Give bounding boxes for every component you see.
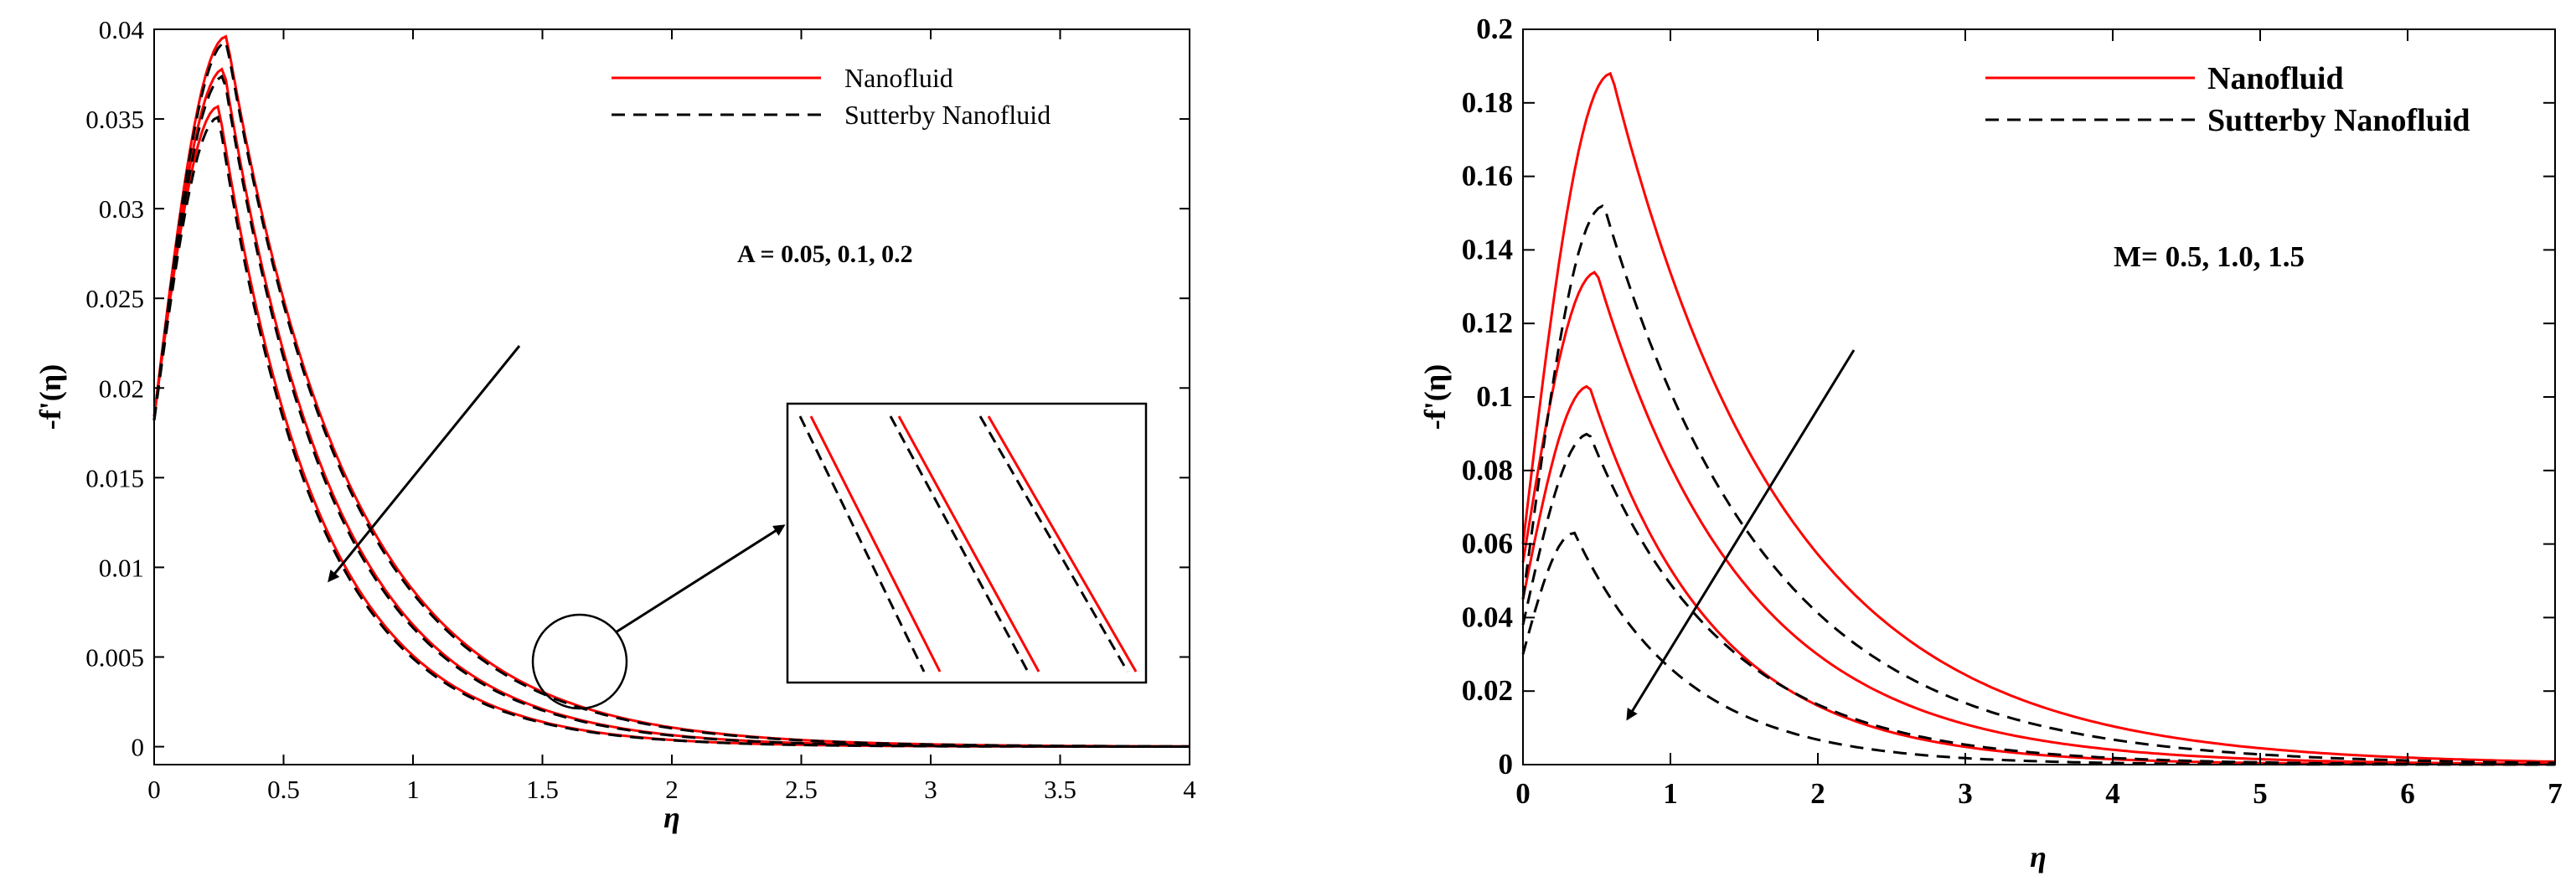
right-legend: Nanofluid Sutterby Nanofluid — [1985, 61, 2470, 138]
right-x-tick-label: 2 — [1810, 777, 1825, 810]
right-parameter-annotation: M= 0.5, 1.0, 1.5 — [2114, 240, 2305, 273]
left-y-tick-label: 0.015 — [85, 463, 144, 492]
left-x-tick-label: 0.5 — [267, 775, 300, 804]
right-x-tick-label: 3 — [1958, 777, 1973, 810]
inset-line-solid-3 — [987, 415, 1138, 672]
right-y-tick-label: 0.02 — [1462, 674, 1513, 707]
right-y-axis-label: -f'(η) — [1418, 364, 1452, 430]
left-y-tick-label: 0.005 — [85, 643, 144, 672]
left-y-tick-label: 0.02 — [99, 374, 144, 403]
left-x-tick-label: 4 — [1183, 775, 1196, 804]
right-series-nanofluid-2 — [1521, 271, 2555, 765]
right-x-tick-label: 1 — [1663, 777, 1678, 810]
left-x-tick-label: 2 — [665, 775, 679, 804]
left-x-tick-label: 3.5 — [1044, 775, 1076, 804]
left-series-sutterby-3 — [152, 115, 1190, 748]
left-plot-frame — [153, 28, 1190, 765]
right-y-tick-label: 0.12 — [1462, 307, 1513, 339]
right-legend-label-sutterby: Sutterby Nanofluid — [2207, 103, 2470, 138]
right-legend-label-nanofluid: Nanofluid — [2207, 61, 2344, 96]
right-x-tick-label: 7 — [2548, 777, 2563, 810]
left-x-tick-label: 3 — [924, 775, 937, 804]
right-y-tick-label: 0.04 — [1462, 600, 1513, 633]
left-legend-label-nanofluid: Nanofluid — [844, 63, 953, 93]
left-parameter-annotation: A = 0.05, 0.1, 0.2 — [737, 240, 913, 268]
right-x-tick-label: 6 — [2400, 777, 2415, 810]
left-x-tick-label: 0 — [147, 775, 161, 804]
right-x-tick-label: 4 — [2105, 777, 2120, 810]
left-legend-label-sutterby: Sutterby Nanofluid — [844, 100, 1051, 130]
left-y-tick-label: 0.025 — [85, 284, 144, 313]
inset-line-dashed-2 — [889, 415, 1030, 672]
right-series-sutterby-2 — [1521, 432, 2555, 766]
left-chart: 0 0.5 1 1.5 2 2.5 3 3.5 4 0 0.005 0.01 0.015 0.02 0.0… — [34, 15, 1196, 834]
left-series-sutterby-2 — [152, 74, 1190, 748]
right-series-sutterby-3 — [1521, 531, 2555, 766]
right-y-tick-label: 0.2 — [1476, 13, 1513, 45]
left-y-ticks: 0 0.005 0.01 0.015 0.02 0.025 0.03 0.035 0.04 — [85, 15, 1190, 762]
left-x-tick-label: 2.5 — [785, 775, 818, 804]
left-zoom-arrow — [615, 524, 786, 634]
right-x-tick-label: 0 — [1515, 777, 1531, 810]
right-chart: 0 1 2 3 4 5 6 7 0 0.02 0.04 0.06 0.08 0.1 0.12 0.14 0.1… — [1418, 13, 2563, 873]
left-y-tick-label: 0 — [132, 733, 145, 762]
right-series-nanofluid-1 — [1521, 71, 2556, 763]
inset-line-dashed-1 — [798, 415, 926, 672]
left-legend: Nanofluid Sutterby Nanofluid — [612, 63, 1051, 130]
right-x-axis-label: η — [2030, 840, 2047, 873]
left-x-tick-label: 1 — [406, 775, 420, 804]
left-y-tick-label: 0.01 — [99, 553, 144, 582]
right-y-tick-label: 0 — [1499, 748, 1514, 781]
right-y-tick-label: 0.14 — [1462, 233, 1513, 265]
left-trend-arrow — [328, 345, 521, 583]
left-x-ticks: 0 0.5 1 1.5 2 2.5 3 3.5 4 — [147, 29, 1196, 804]
left-y-axis-label: -f'(η) — [34, 364, 67, 430]
right-y-ticks: 0 0.02 0.04 0.06 0.08 0.1 0.12 0.14 0.16 0.18 0.2 — [1462, 13, 2555, 781]
left-curves — [152, 34, 1190, 748]
left-x-axis-label: η — [663, 801, 680, 834]
right-x-tick-label: 5 — [2253, 777, 2268, 810]
right-y-tick-label: 0.06 — [1462, 528, 1513, 560]
left-y-tick-label: 0.03 — [99, 194, 144, 224]
right-y-tick-label: 0.1 — [1476, 380, 1513, 413]
left-y-tick-label: 0.04 — [99, 15, 145, 44]
left-y-tick-label: 0.035 — [85, 105, 144, 134]
right-curves — [1521, 71, 2556, 766]
left-zoom-circle — [531, 613, 628, 710]
right-plot-frame — [1522, 28, 2556, 765]
left-zoom-inset-frame — [786, 402, 1148, 684]
left-zoom-inset — [786, 402, 1148, 684]
inset-line-solid-1 — [809, 415, 942, 672]
inset-line-dashed-3 — [978, 415, 1129, 672]
right-x-ticks: 0 1 2 3 4 5 6 7 — [1515, 29, 2563, 810]
inset-line-solid-2 — [897, 415, 1040, 672]
right-y-tick-label: 0.18 — [1462, 86, 1513, 119]
right-y-tick-label: 0.08 — [1462, 454, 1513, 487]
right-series-nanofluid-3 — [1521, 384, 2555, 766]
right-series-sutterby-1 — [1521, 204, 2556, 765]
left-x-tick-label: 1.5 — [526, 775, 559, 804]
right-y-tick-label: 0.16 — [1462, 160, 1513, 193]
right-trend-arrow — [1626, 349, 1856, 721]
